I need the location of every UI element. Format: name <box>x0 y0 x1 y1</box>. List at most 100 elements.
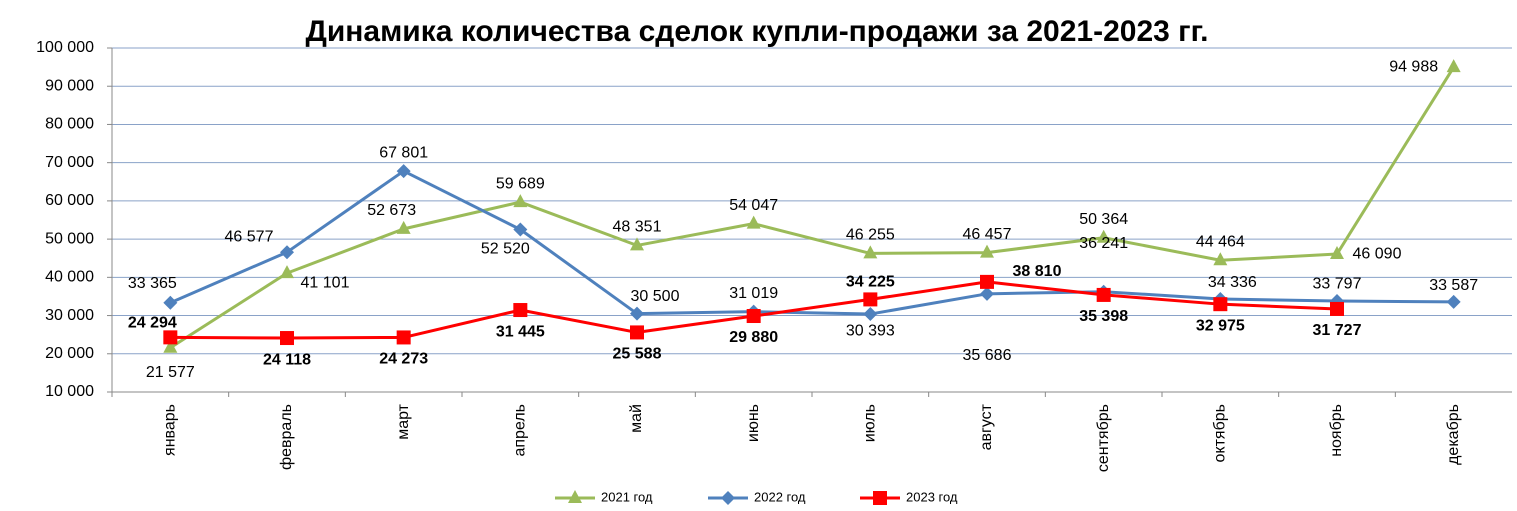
y-tick-label: 100 000 <box>36 39 94 56</box>
legend-label: 2023 год <box>906 489 958 504</box>
marker <box>980 286 994 301</box>
x-tick-label: февраль <box>278 404 295 470</box>
data-label: 46 090 <box>1353 245 1402 262</box>
data-label: 46 255 <box>846 227 895 244</box>
data-label: 34 336 <box>1208 274 1257 291</box>
marker <box>980 274 994 289</box>
marker <box>1096 287 1111 302</box>
legend-label: 2021 год <box>601 489 653 504</box>
data-label: 31 445 <box>496 323 545 340</box>
data-label: 36 241 <box>1079 235 1128 252</box>
x-tick-label: декабрь <box>1445 404 1462 465</box>
y-tick-label: 80 000 <box>45 116 94 133</box>
data-label: 34 225 <box>846 274 895 291</box>
marker <box>1096 229 1111 243</box>
marker <box>1446 294 1461 309</box>
marker <box>163 339 178 353</box>
series <box>163 59 1461 353</box>
data-label: 24 294 <box>128 315 177 332</box>
y-tick-label: 70 000 <box>45 154 94 171</box>
y-tick-label: 60 000 <box>45 192 94 209</box>
marker <box>280 331 294 346</box>
y-tick-label: 90 000 <box>45 77 94 94</box>
y-tick-label: 20 000 <box>45 345 94 362</box>
data-label: 21 577 <box>146 364 195 381</box>
marker <box>1330 246 1344 260</box>
data-label: 30 500 <box>631 288 680 305</box>
data-label: 41 101 <box>301 274 350 291</box>
marker <box>873 491 887 505</box>
data-label: 54 047 <box>729 197 778 214</box>
data-label: 52 520 <box>481 241 530 258</box>
data-label: 35 686 <box>963 347 1012 364</box>
data-label: 33 797 <box>1313 275 1362 292</box>
y-tick-label: 30 000 <box>45 307 94 324</box>
data-label: 46 577 <box>225 228 274 245</box>
data-label: 35 398 <box>1079 308 1128 325</box>
x-tick-label: октябрь <box>1212 404 1229 462</box>
data-label: 33 587 <box>1429 277 1478 294</box>
y-tick-label: 10 000 <box>45 383 94 400</box>
marker <box>863 292 878 307</box>
marker <box>396 330 411 345</box>
data-label: 30 393 <box>846 322 895 339</box>
marker <box>280 245 294 260</box>
data-label: 59 689 <box>496 175 545 192</box>
marker <box>396 164 411 179</box>
chart-title: Динамика количества сделок купли-продажи… <box>305 15 1208 48</box>
data-label: 46 457 <box>963 226 1012 243</box>
marker <box>513 194 528 208</box>
data-label: 29 880 <box>729 329 778 346</box>
marker <box>1213 252 1228 266</box>
marker <box>630 306 644 321</box>
data-label: 25 588 <box>613 346 662 363</box>
marker <box>746 309 761 324</box>
marker <box>1446 59 1461 73</box>
x-tick-label: ноябрь <box>1328 404 1345 457</box>
series <box>163 164 1461 322</box>
y-tick-label: 40 000 <box>45 269 94 286</box>
x-tick-label: апрель <box>512 404 529 457</box>
legend-label: 2022 год <box>754 489 806 504</box>
marker <box>863 245 878 259</box>
marker <box>513 303 528 318</box>
marker <box>1330 301 1344 316</box>
data-label: 50 364 <box>1079 211 1128 228</box>
series-line <box>169 66 1455 350</box>
marker <box>280 265 294 279</box>
data-label: 67 801 <box>379 144 428 161</box>
marker <box>721 491 735 505</box>
data-label: 38 810 <box>1013 263 1062 280</box>
data-label: 33 365 <box>128 275 177 292</box>
x-tick-label: сентябрь <box>1095 404 1112 472</box>
marker <box>396 220 411 234</box>
marker <box>568 490 582 503</box>
marker <box>746 215 761 229</box>
series <box>163 274 1344 346</box>
x-tick-label: июль <box>862 404 879 442</box>
data-label: 94 988 <box>1389 58 1438 75</box>
marker <box>863 307 878 322</box>
marker <box>630 325 644 340</box>
marker <box>513 222 528 237</box>
marker <box>980 244 994 258</box>
marker <box>163 330 178 345</box>
data-label: 32 975 <box>1196 317 1245 334</box>
y-tick-label: 50 000 <box>45 230 94 247</box>
x-tick-label: август <box>978 403 995 450</box>
data-label: 44 464 <box>1196 233 1245 250</box>
x-tick-label: июнь <box>745 404 762 442</box>
data-label: 24 273 <box>379 351 428 368</box>
marker <box>1213 297 1228 312</box>
data-label: 31 019 <box>729 285 778 302</box>
series-line <box>169 169 1454 316</box>
data-label: 31 727 <box>1313 322 1362 339</box>
marker <box>630 237 644 251</box>
data-label: 52 673 <box>367 202 416 219</box>
data-label: 48 351 <box>613 219 662 236</box>
x-tick-label: май <box>628 404 645 433</box>
marker <box>163 295 178 310</box>
x-tick-label: январь <box>162 404 179 456</box>
data-label: 24 118 <box>263 351 311 368</box>
